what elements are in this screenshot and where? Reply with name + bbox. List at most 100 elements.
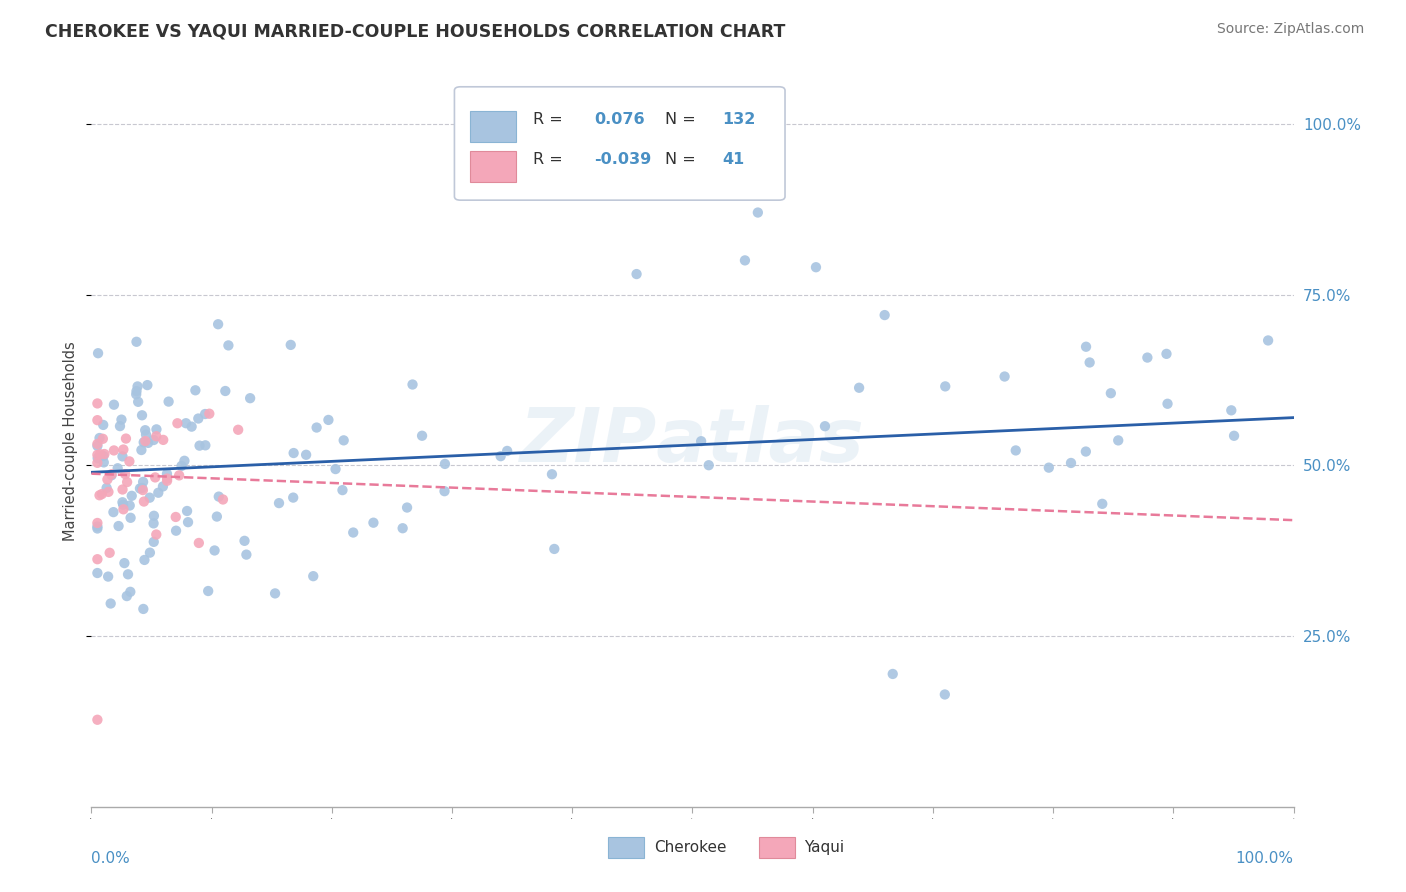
Point [188,439,211,453]
Point [391,521,413,535]
Point [235,548,257,562]
Point [1038,460,1060,475]
Point [89,431,111,445]
Point [1074,340,1097,354]
Point [142,534,165,549]
Point [112,502,135,516]
Point [1099,386,1122,401]
Point [363,516,385,530]
Point [1156,397,1178,411]
Text: R =: R = [533,153,562,168]
Point [86,456,108,470]
Point [267,496,290,510]
Point [110,412,132,426]
Point [157,394,180,409]
Point [127,379,149,393]
Point [135,427,157,442]
Point [156,472,179,486]
Text: 0.0%: 0.0% [91,851,131,866]
Point [131,481,153,495]
Point [86,566,108,580]
Point [86,713,108,727]
Point [111,450,134,464]
FancyBboxPatch shape [454,87,785,200]
Point [411,429,433,443]
Point [91,432,114,446]
Point [1136,351,1159,365]
Text: R =: R = [533,112,562,128]
Point [156,467,179,481]
Point [342,525,364,540]
Point [86,519,108,533]
Point [132,483,155,497]
Point [86,516,108,530]
Point [112,556,135,570]
Point [543,541,565,556]
Point [208,490,231,504]
Point [626,267,648,281]
Point [87,346,110,360]
Point [132,602,155,616]
Point [396,500,419,515]
Point [90,487,112,501]
Point [145,422,167,436]
Point [1220,403,1243,417]
Point [280,338,302,352]
FancyBboxPatch shape [470,151,516,182]
Text: 132: 132 [723,112,756,128]
Point [125,334,148,349]
Point [204,543,226,558]
Point [187,411,209,425]
Point [115,432,138,446]
Text: N =: N = [665,112,696,128]
Point [734,253,756,268]
Point [115,475,138,489]
Point [1074,444,1097,458]
Point [96,473,118,487]
Point [1107,434,1129,448]
Point [136,378,159,392]
Text: -0.039: -0.039 [593,153,651,168]
Point [994,369,1017,384]
Point [118,454,141,468]
Point [86,521,108,535]
Point [111,483,134,497]
Point [180,419,202,434]
Point [332,434,354,448]
Point [142,433,165,447]
Point [142,516,165,531]
Point [89,447,111,461]
Point [1004,443,1026,458]
Point [214,384,236,398]
Point [814,419,837,434]
Point [138,491,160,505]
Text: ZIP​atlas: ZIP​atlas [520,405,865,478]
Point [239,391,262,405]
Point [873,308,896,322]
Point [302,569,325,583]
Point [325,462,347,476]
FancyBboxPatch shape [759,837,794,858]
Point [541,467,564,482]
Point [107,461,129,475]
Point [86,451,108,466]
Point [305,420,328,434]
Point [170,458,193,473]
Point [121,489,143,503]
Point [111,495,134,509]
Point [132,475,155,489]
Point [152,433,174,447]
Text: 100.0%: 100.0% [1236,851,1294,866]
Text: 41: 41 [723,153,745,168]
Point [496,444,519,458]
Point [194,407,217,421]
FancyBboxPatch shape [470,111,516,142]
Point [145,527,167,541]
Point [103,398,125,412]
Point [117,567,139,582]
Point [747,205,769,219]
Point [107,519,129,533]
Point [134,553,156,567]
Point [98,546,121,560]
Point [131,409,153,423]
